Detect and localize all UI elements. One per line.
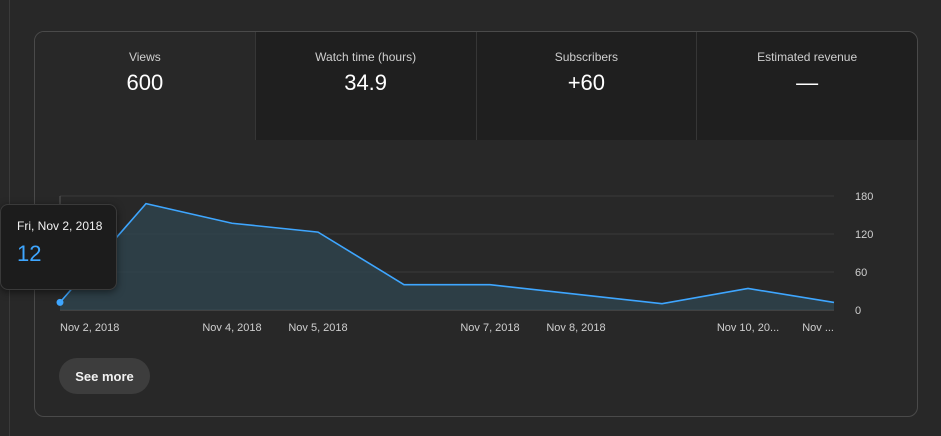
metric-label: Watch time (hours): [315, 50, 417, 64]
metric-tab-estimated-revenue[interactable]: Estimated revenue —: [696, 32, 917, 140]
x-tick-label: Nov 2, 2018: [60, 322, 119, 334]
metric-label: Estimated revenue: [757, 50, 858, 64]
series-area: [60, 203, 834, 310]
hover-point: [56, 298, 64, 306]
y-tick-label: 60: [855, 267, 867, 279]
tooltip-date: Fri, Nov 2, 2018: [17, 219, 103, 233]
metric-tab-subscribers[interactable]: Subscribers +60: [475, 32, 697, 140]
line-chart[interactable]: 180 120 60 0 Nov 2, 2018 Nov 4, 2018 Nov 5, 20…: [35, 140, 918, 417]
metric-value: +60: [567, 70, 606, 95]
metric-value: —: [796, 70, 819, 95]
chart-tooltip: Fri, Nov 2, 2018 12: [0, 204, 117, 290]
metric-label: Views: [128, 50, 161, 64]
metric-value: 600: [126, 70, 164, 95]
see-more-button[interactable]: See more: [59, 358, 150, 394]
x-tick-label: Nov 4, 2018: [202, 322, 261, 334]
metric-label: Subscribers: [554, 50, 619, 64]
metric-tab-views[interactable]: Views 600: [35, 32, 255, 140]
tooltip-value: 12: [17, 241, 42, 266]
analytics-card: Views 600 Watch time (hours) 34.9 Subscr…: [34, 31, 918, 417]
y-tick-label: 0: [855, 305, 861, 317]
metric-tabs: Views 600 Watch time (hours) 34.9 Subscr…: [35, 32, 917, 140]
x-tick-label: Nov ...: [802, 322, 834, 334]
chart-area: 180 120 60 0 Nov 2, 2018 Nov 4, 2018 Nov 5, 20…: [35, 140, 918, 417]
y-tick-label: 120: [855, 229, 873, 241]
metric-tab-watch-time[interactable]: Watch time (hours) 34.9: [254, 32, 476, 140]
x-tick-label: Nov 10, 20...: [717, 322, 779, 334]
x-tick-label: Nov 7, 2018: [460, 322, 519, 334]
y-tick-label: 180: [855, 191, 873, 203]
metric-value: 34.9: [344, 70, 388, 95]
x-tick-label: Nov 5, 2018: [288, 322, 347, 334]
x-tick-label: Nov 8, 2018: [546, 322, 605, 334]
series-line: [59, 202, 835, 305]
